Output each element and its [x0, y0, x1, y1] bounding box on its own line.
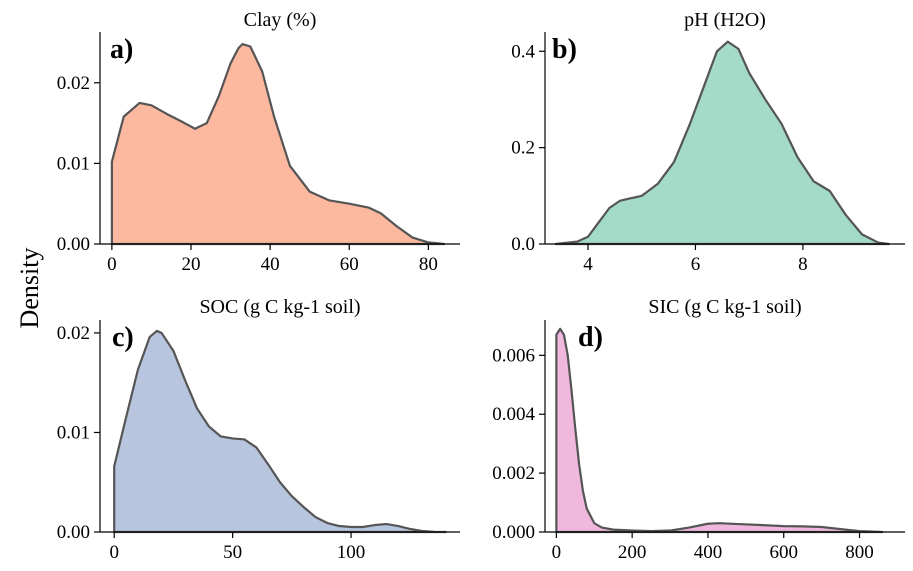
x-tick-label: 800: [845, 542, 874, 563]
panel-label: a): [110, 34, 133, 65]
y-tick-label: 0.002: [492, 463, 535, 484]
x-tick-label: 400: [694, 542, 723, 563]
panels: 0 20 40 60 80 0.00 0.01 0.02 Clay (%) a) 4 6 8 0.0 0.2…: [57, 9, 905, 563]
x-tick-label: 6: [691, 254, 701, 275]
panel-title: Clay (%): [244, 9, 317, 31]
panel-3: 0 50 100 0.00 0.01 0.02 SOC (g C kg-1 soil) c): [57, 296, 460, 563]
x-tick-label: 80: [419, 254, 438, 275]
panel-title: SIC (g C kg-1 soil): [648, 296, 801, 318]
panel-label: b): [552, 34, 577, 65]
panel-4: 0 200 400 600 800 0.000 0.002 0.004 0.006 SIC (g …: [492, 296, 905, 563]
x-tick-label: 4: [583, 254, 593, 275]
panel-title: SOC (g C kg-1 soil): [199, 296, 360, 318]
x-tick-label: 100: [337, 542, 366, 563]
panel-title: pH (H2O): [684, 9, 766, 31]
x-tick-label: 0: [109, 542, 119, 563]
panel-1: 0 20 40 60 80 0.00 0.01 0.02 Clay (%) a): [57, 9, 460, 275]
x-tick-label: 200: [618, 542, 647, 563]
y-tick-label: 0.02: [57, 323, 90, 344]
density-area: [113, 329, 447, 534]
y-tick-label: 0.2: [511, 138, 535, 159]
y-tick-label: 0.4: [511, 41, 535, 62]
x-tick-label: 0: [107, 254, 117, 275]
y-tick-label: 0.000: [492, 522, 535, 543]
y-tick-label: 0.0: [511, 234, 535, 255]
x-tick-label: 8: [798, 254, 808, 275]
y-tick-label: 0.02: [57, 73, 90, 94]
y-tick-label: 0.01: [57, 422, 90, 443]
density-area: [555, 327, 884, 534]
x-tick-label: 600: [769, 542, 798, 563]
y-tick-label: 0.01: [57, 153, 90, 174]
panel-2: 4 6 8 0.0 0.2 0.4 pH (H2O) b): [511, 9, 905, 275]
density-area: [110, 42, 446, 246]
panel-label: d): [578, 322, 603, 353]
y-axis-label: Density: [15, 248, 44, 329]
x-tick-label: 20: [181, 254, 200, 275]
y-tick-label: 0.00: [57, 522, 90, 543]
x-tick-label: 60: [340, 254, 359, 275]
x-tick-label: 50: [223, 542, 242, 563]
x-tick-label: 40: [261, 254, 280, 275]
y-tick-label: 0.006: [492, 345, 535, 366]
y-tick-label: 0.004: [492, 404, 535, 425]
y-tick-label: 0.00: [57, 234, 90, 255]
x-tick-label: 0: [552, 542, 562, 563]
panel-label: c): [112, 322, 134, 353]
density-area: [554, 40, 890, 246]
